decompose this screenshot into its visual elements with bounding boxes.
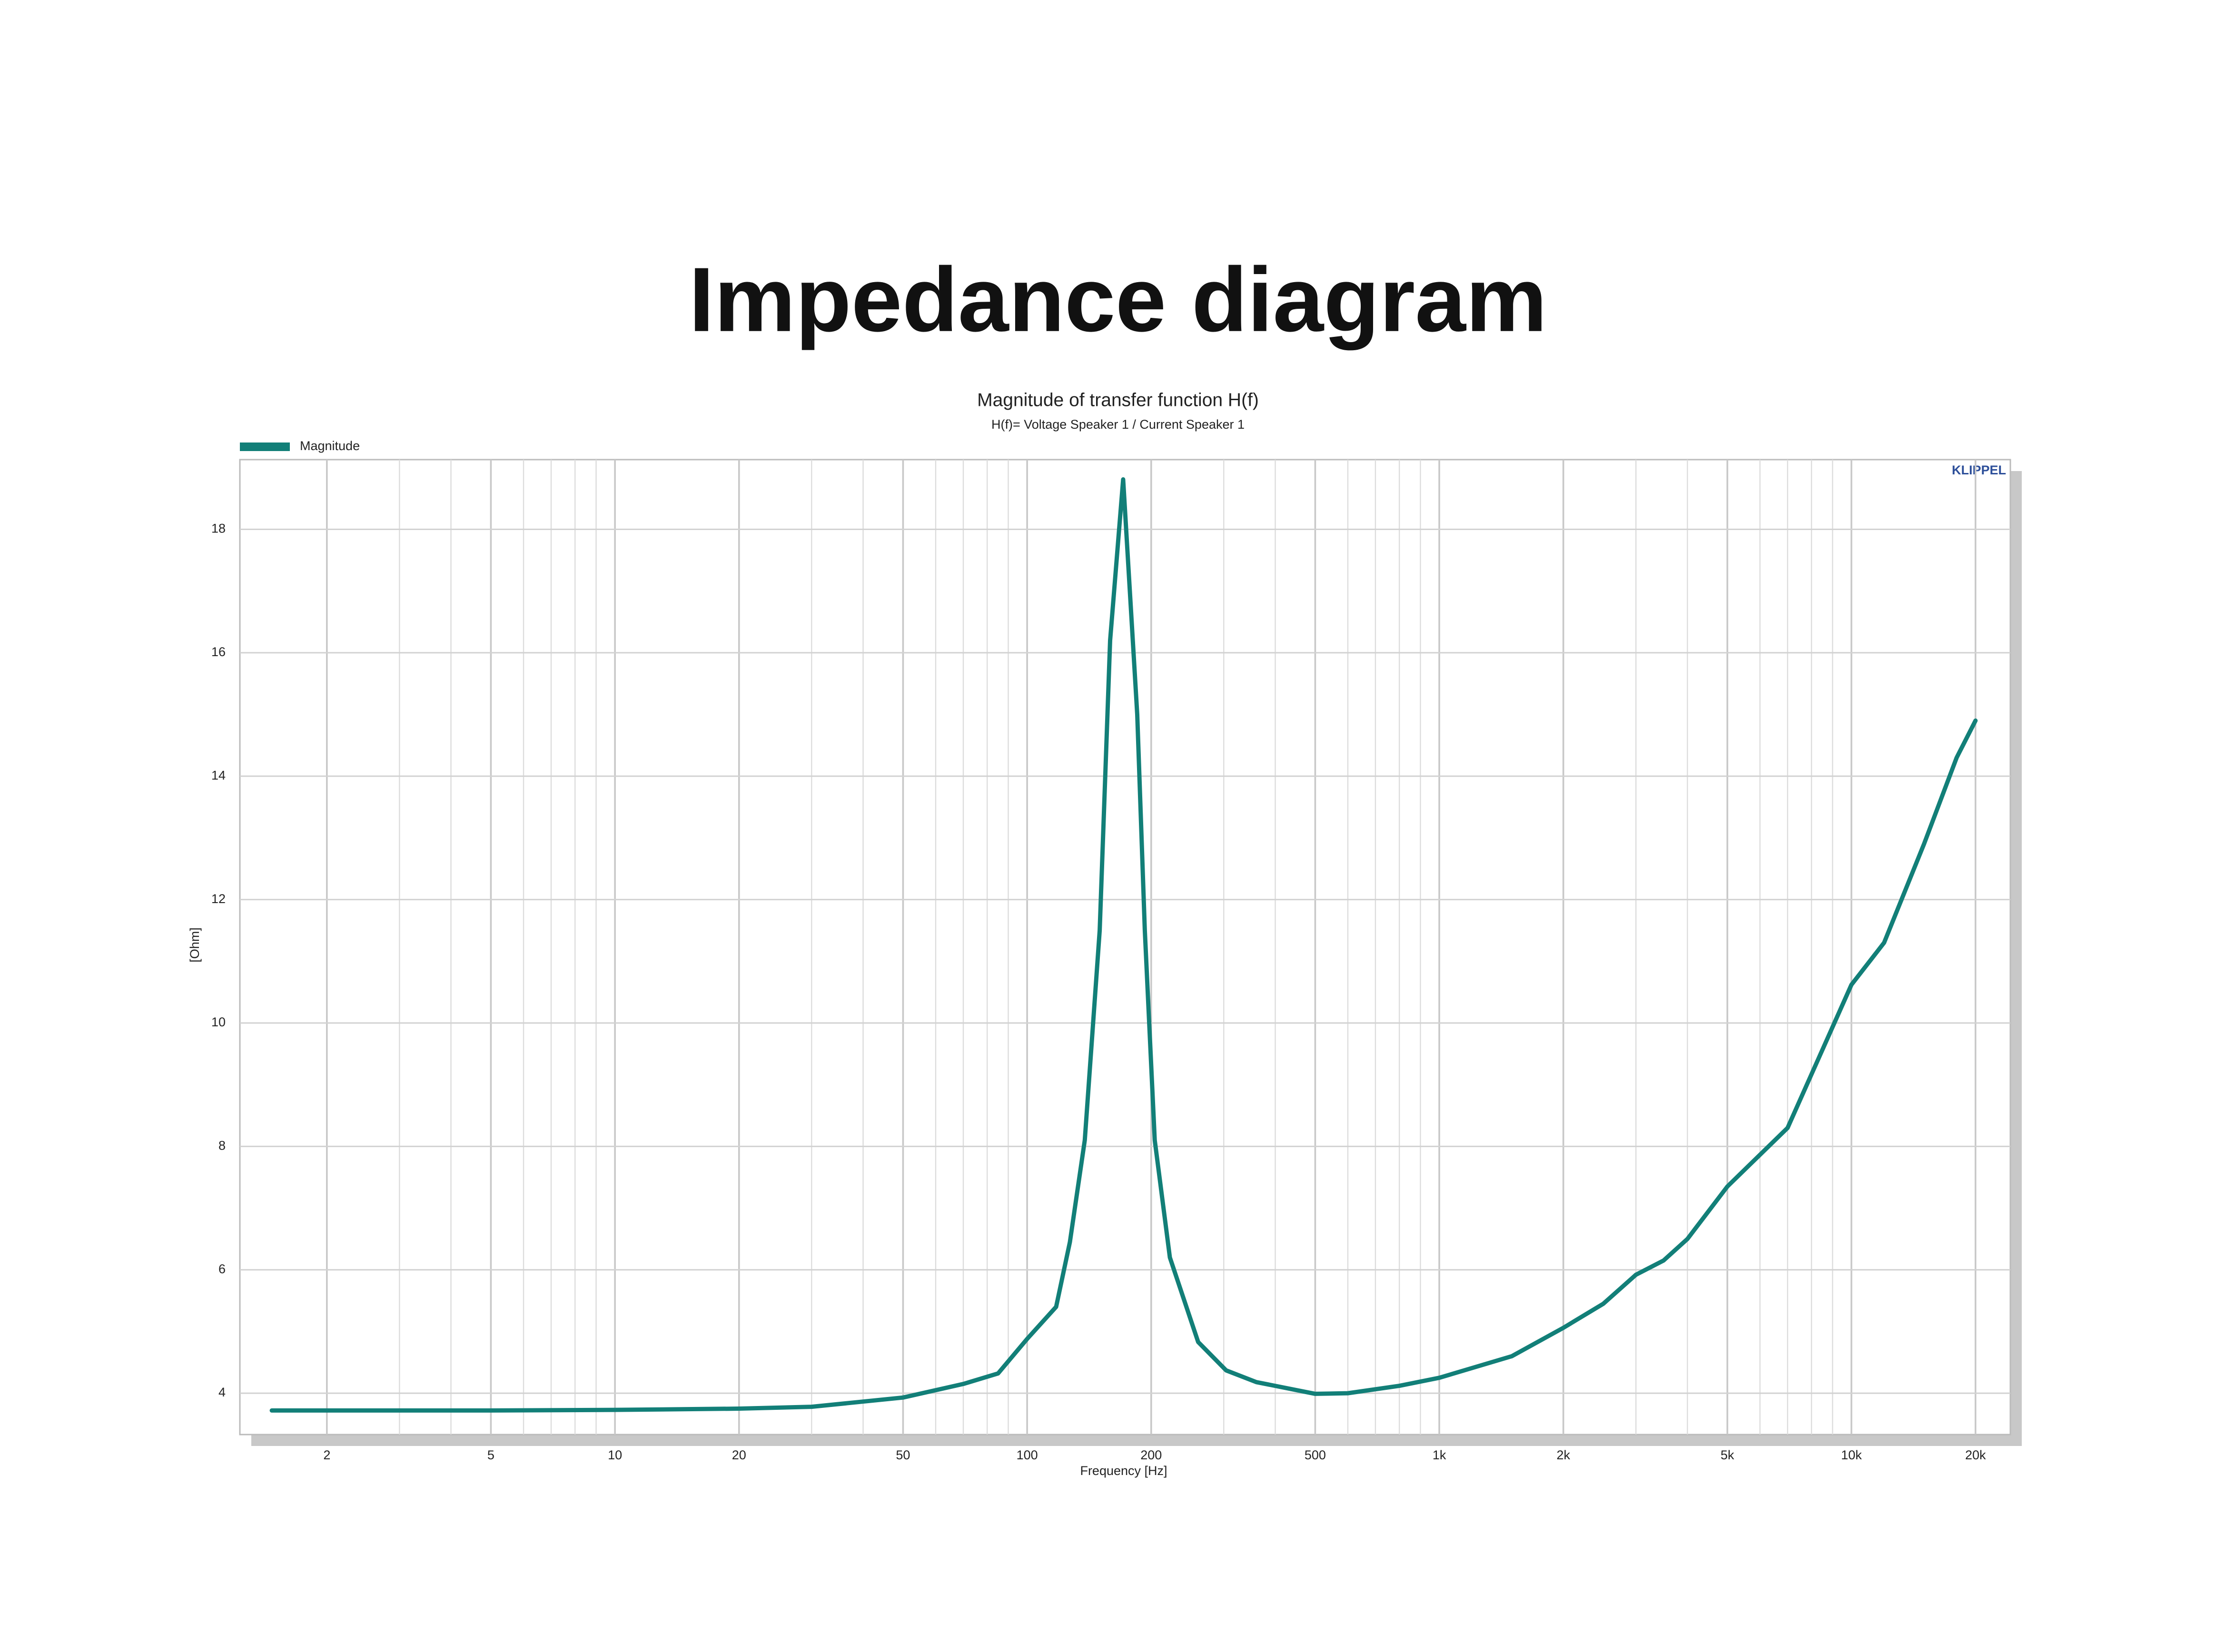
y-tick-label: 8 [218,1139,226,1153]
x-tick-label: 10 [608,1448,622,1462]
x-tick-label: 2k [1557,1448,1571,1462]
x-tick-label: 2 [323,1448,330,1462]
x-tick-label: 5 [487,1448,494,1462]
chart-subtitle: H(f)= Voltage Speaker 1 / Current Speake… [991,417,1245,432]
y-tick-label: 12 [211,892,226,906]
page-title: Impedance diagram [689,248,1547,351]
y-tick-label: 10 [211,1015,226,1029]
x-tick-label: 5k [1721,1448,1734,1462]
y-tick-label: 14 [211,768,226,782]
y-tick-label: 18 [211,521,226,536]
line-series [269,477,1978,1413]
x-tick-label: 1k [1433,1448,1446,1462]
x-tick-label: 20k [1965,1448,1986,1462]
y-tick-label: 6 [218,1262,226,1276]
chart-title: Magnitude of transfer function H(f) [977,390,1259,410]
legend-swatch [240,442,290,452]
x-tick-label: 100 [1017,1448,1038,1462]
plot-area [239,459,2011,1436]
y-tick-label: 4 [218,1385,226,1399]
x-tick-label: 200 [1140,1448,1162,1462]
y-axis-label: [Ohm] [188,927,202,963]
x-axis-label: Frequency [Hz] [1080,1464,1167,1478]
x-tick-label: 50 [896,1448,910,1462]
x-tick-label: 10k [1841,1448,1862,1462]
legend-label: Magnitude [300,439,360,453]
x-tick-label: 500 [1305,1448,1326,1462]
y-tick-label: 16 [211,645,226,659]
x-tick-label: 20 [732,1448,746,1462]
brand: KLIPPEL [1952,463,2006,477]
